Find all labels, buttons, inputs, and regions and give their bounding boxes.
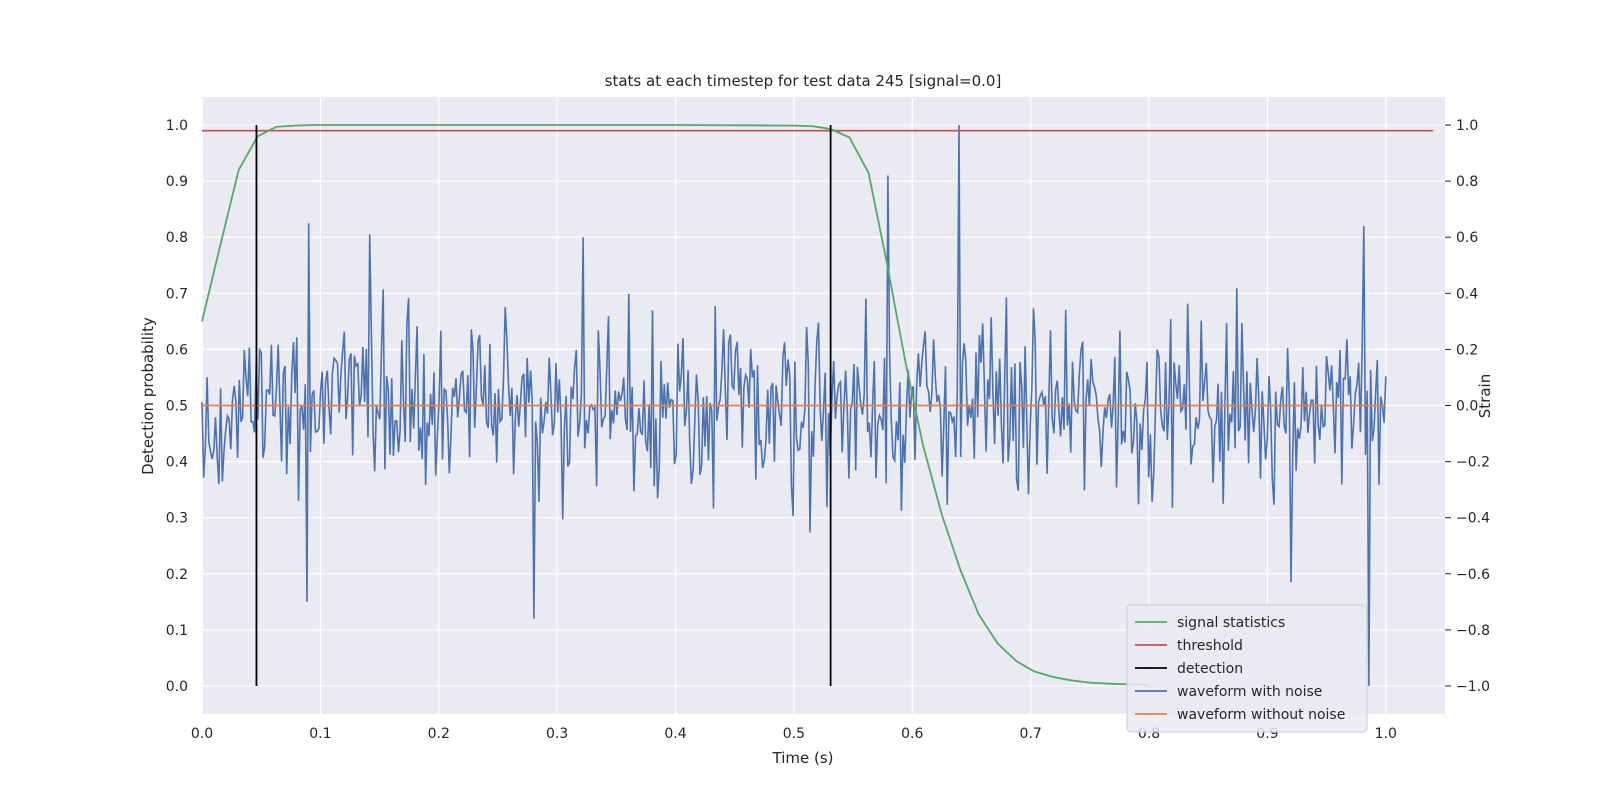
legend-label: waveform with noise <box>1177 684 1322 700</box>
x-tick-label: 0.0 <box>191 726 213 742</box>
right-y-tick-label: 1.0 <box>1456 118 1478 134</box>
right-y-tick-label: 0.6 <box>1456 230 1478 246</box>
right-y-axis-label: Strain <box>1476 374 1494 418</box>
series-waveform-with-noise <box>201 124 1387 687</box>
x-tick-label: 0.7 <box>1020 726 1042 742</box>
right-y-tick-label: −0.8 <box>1456 623 1490 639</box>
right-y-tick-label: 0.2 <box>1456 342 1478 358</box>
y-axis-ticks: 0.0 0.1 0.2 0.3 0.4 0.5 0.6 0.7 0.8 0.9 1.0 <box>166 118 188 695</box>
legend-box <box>1126 604 1368 733</box>
right-y-tick-label: −0.4 <box>1456 511 1490 527</box>
y-tick-label: 0.3 <box>166 511 188 527</box>
x-tick-label: 0.3 <box>546 726 568 742</box>
right-y-tick-label: 0.0 <box>1456 399 1478 415</box>
legend: signal statistics threshold detection wavef… <box>1126 604 1368 733</box>
y-tick-label: 0.4 <box>166 455 188 471</box>
right-y-axis-ticks: −1.0 −0.8 −0.6 −0.4 −0.2 0.0 0.2 0.4 0.6 0.8 1.0 <box>1445 118 1490 695</box>
x-tick-label: 0.5 <box>783 726 805 742</box>
legend-label: waveform without noise <box>1177 707 1345 723</box>
y-tick-label: 1.0 <box>166 118 188 134</box>
y-axis-label: Detection probability <box>139 317 157 475</box>
y-tick-label: 0.2 <box>166 567 188 583</box>
y-tick-label: 0.6 <box>166 342 188 358</box>
y-tick-label: 0.9 <box>166 174 188 190</box>
x-tick-label: 0.2 <box>428 726 450 742</box>
chart-title: stats at each timestep for test data 245… <box>605 72 1002 90</box>
right-y-tick-label: −1.0 <box>1456 679 1490 695</box>
legend-label: signal statistics <box>1177 615 1285 631</box>
right-y-tick-label: −0.2 <box>1456 455 1490 471</box>
series-signal-statistics <box>201 124 1150 687</box>
right-y-tick-label: −0.6 <box>1456 567 1490 583</box>
y-tick-label: 0.5 <box>166 399 188 415</box>
y-tick-label: 0.7 <box>166 286 188 302</box>
y-tick-label: 0.8 <box>166 230 188 246</box>
legend-label: detection <box>1177 661 1243 677</box>
right-y-tick-label: 0.4 <box>1456 286 1478 302</box>
y-tick-label: 0.1 <box>166 623 188 639</box>
x-axis-label: Time (s) <box>772 749 834 767</box>
y-tick-label: 0.0 <box>166 679 188 695</box>
x-tick-label: 0.4 <box>664 726 686 742</box>
right-y-tick-label: 0.8 <box>1456 174 1478 190</box>
x-tick-label: 0.6 <box>901 726 923 742</box>
series-layer <box>201 124 1434 687</box>
x-tick-label: 1.0 <box>1375 726 1397 742</box>
x-tick-label: 0.1 <box>309 726 331 742</box>
legend-label: threshold <box>1177 638 1243 654</box>
